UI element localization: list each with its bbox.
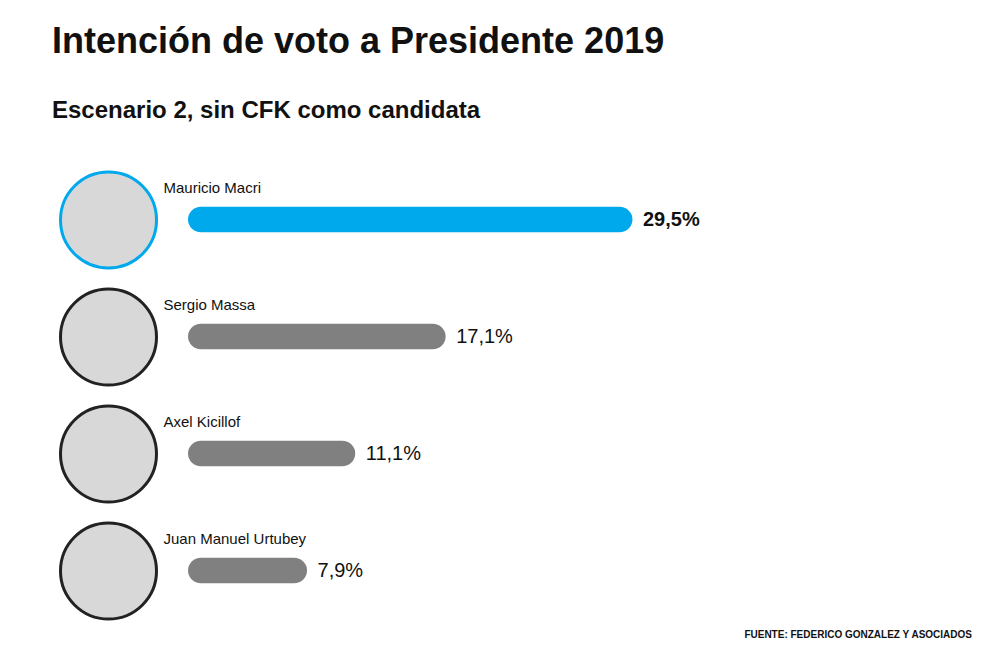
- svg-text:Juan Manuel Urtubey: Juan Manuel Urtubey: [164, 530, 307, 547]
- svg-text:11,1%: 11,1%: [366, 442, 421, 464]
- html-text:FUENTE: FEDERICO GONZALEZ Y AS: FUENTE: FEDERICO GONZALEZ Y ASOCIADOS: [744, 629, 972, 640]
- html-text:Escenario 2, sin CFK como cand: Escenario 2, sin CFK como candidata: [52, 96, 481, 123]
- svg-text:Axel Kicillof: Axel Kicillof: [164, 413, 242, 430]
- svg-text:29,5%: 29,5%: [643, 208, 700, 230]
- svg-text:Mauricio Macri: Mauricio Macri: [164, 179, 262, 196]
- html-text:Intención de voto a Presidente: Intención de voto a Presidente 2019: [52, 20, 665, 61]
- svg-text:7,9%: 7,9%: [318, 559, 364, 581]
- svg-text:Sergio Massa: Sergio Massa: [164, 296, 256, 313]
- svg-text:17,1%: 17,1%: [456, 325, 513, 347]
